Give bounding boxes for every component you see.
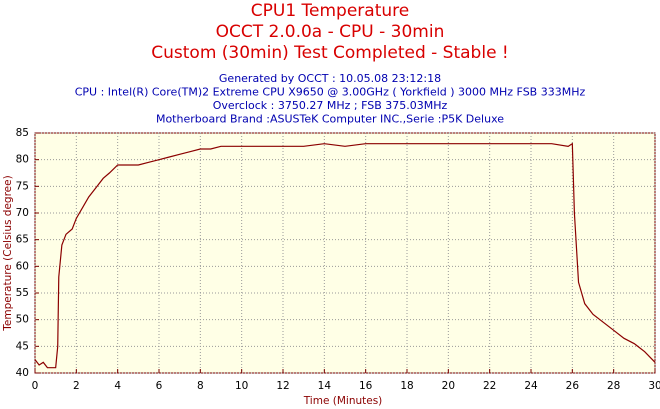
chart-title: OCCT 2.0.0a - CPU - 30min	[216, 22, 445, 42]
chart-subtitle: Generated by OCCT : 10.05.08 23:12:18	[219, 72, 441, 85]
chart-title: Custom (30min) Test Completed - Stable !	[151, 43, 509, 63]
x-tick-label: 16	[359, 380, 373, 392]
plot-area	[34, 132, 656, 374]
x-tick-label: 4	[114, 380, 121, 392]
chart-subtitle: CPU : Intel(R) Core(TM)2 Extreme CPU X96…	[75, 86, 586, 99]
x-tick-label: 22	[483, 380, 496, 392]
x-tick-label: 0	[32, 380, 39, 392]
x-axis-label: Time (Minutes)	[303, 395, 383, 407]
y-tick-label: 80	[16, 154, 29, 166]
chart-subtitle: Motherboard Brand :ASUSTeK Computer INC.…	[156, 113, 504, 126]
y-tick-label: 75	[16, 180, 29, 192]
y-tick-label: 50	[16, 314, 29, 326]
x-tick-label: 10	[235, 380, 248, 392]
x-tick-label: 2	[73, 380, 80, 392]
y-tick-label: 45	[16, 340, 29, 352]
y-tick-label: 70	[16, 207, 29, 219]
temperature-line	[34, 142, 656, 369]
x-tick-label: 12	[276, 380, 289, 392]
x-tick-label: 6	[156, 380, 163, 392]
x-tick-label: 20	[442, 380, 455, 392]
y-tick-label: 60	[16, 260, 29, 272]
y-tick-label: 85	[16, 127, 29, 139]
x-tick-label: 30	[648, 380, 660, 392]
y-tick-label: 65	[16, 234, 29, 246]
x-tick-label: 26	[566, 380, 580, 392]
x-tick-label: 24	[524, 380, 538, 392]
y-axis-label: Temperature (Celsius degree)	[2, 175, 14, 331]
chart-title: CPU1 Temperature	[251, 1, 409, 21]
chart-subtitle: Overclock : 3750.27 MHz ; FSB 375.03MHz	[213, 99, 448, 112]
x-tick-label: 14	[318, 380, 332, 392]
y-tick-label: 40	[16, 367, 29, 379]
x-tick-label: 28	[607, 380, 620, 392]
x-tick-label: 8	[197, 380, 204, 392]
y-tick-label: 55	[16, 287, 29, 299]
x-tick-label: 18	[400, 380, 413, 392]
